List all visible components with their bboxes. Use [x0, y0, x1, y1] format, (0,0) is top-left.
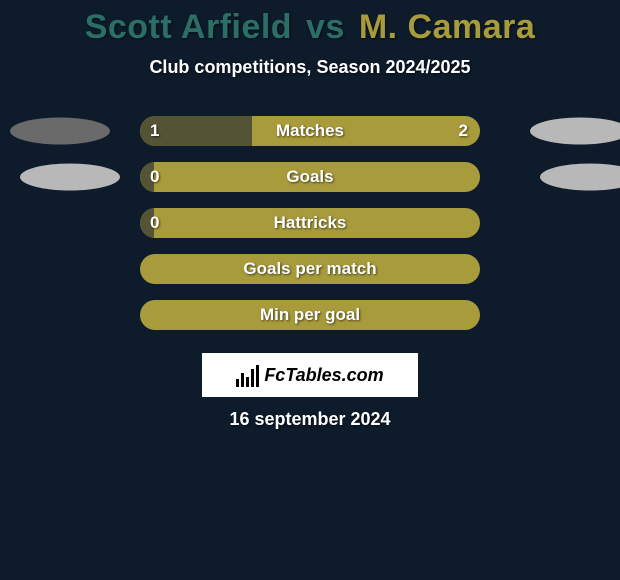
stat-rows: 12Matches 0Goals 0Hattricks Goals per match… — [0, 116, 620, 330]
stat-bar: Min per goal — [140, 300, 480, 330]
player2-name: M. Camara — [359, 8, 535, 46]
stat-bar: 12Matches — [140, 116, 480, 146]
stat-bar: 0Goals — [140, 162, 480, 192]
stat-row-hattricks: 0Hattricks — [0, 208, 620, 238]
stat-label: Goals — [140, 162, 480, 192]
subtitle: Club competitions, Season 2024/2025 — [0, 57, 620, 78]
ellipse-left — [20, 164, 120, 191]
ellipse-left — [10, 118, 110, 145]
stat-bar: 0Hattricks — [140, 208, 480, 238]
stat-label: Min per goal — [140, 300, 480, 330]
stat-label: Hattricks — [140, 208, 480, 238]
stat-label: Matches — [140, 116, 480, 146]
stat-row-mpg: Min per goal — [0, 300, 620, 330]
footer-logo: FcTables.com — [202, 353, 418, 397]
main-title: Scott Arfield vs M. Camara — [0, 0, 620, 47]
ellipse-right — [530, 118, 620, 145]
footer-date: 16 september 2024 — [0, 409, 620, 430]
stat-bar: Goals per match — [140, 254, 480, 284]
vs-separator: vs — [306, 8, 345, 46]
ellipse-right — [540, 164, 620, 191]
bars-icon — [236, 363, 260, 387]
stat-row-gpm: Goals per match — [0, 254, 620, 284]
stat-row-matches: 12Matches — [0, 116, 620, 146]
footer-logo-text: FcTables.com — [264, 365, 383, 386]
comparison-infographic: Scott Arfield vs M. Camara Club competit… — [0, 0, 620, 580]
stat-row-goals: 0Goals — [0, 162, 620, 192]
player1-name: Scott Arfield — [85, 8, 292, 46]
stat-label: Goals per match — [140, 254, 480, 284]
